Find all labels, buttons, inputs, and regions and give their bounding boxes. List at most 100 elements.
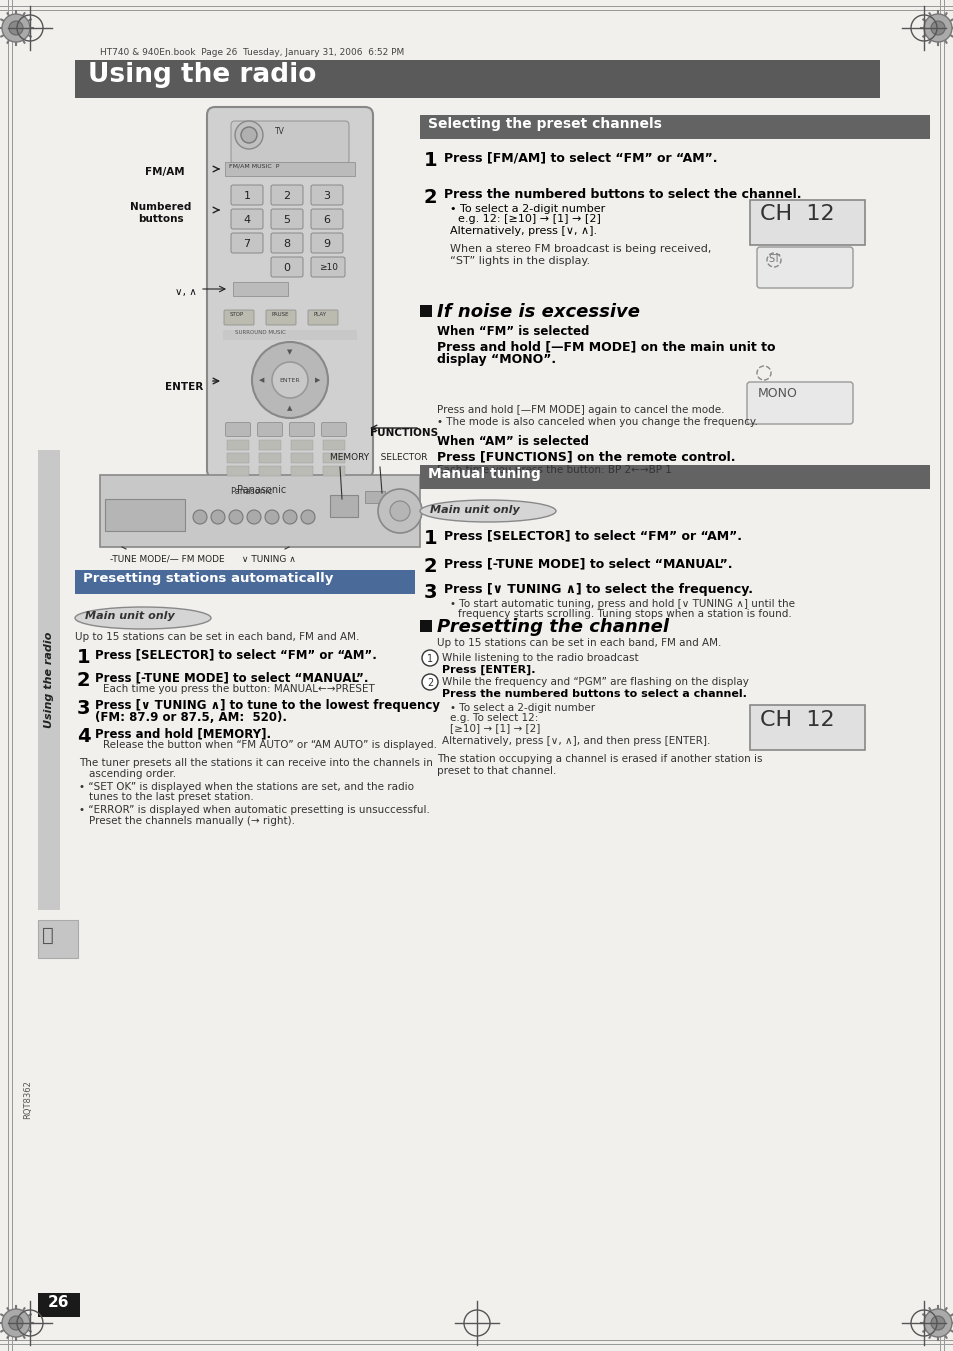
Bar	[749, 705, 864, 750]
Bar	[223, 330, 356, 340]
Text: FM/AM MUSIC  P: FM/AM MUSIC P	[229, 163, 279, 168]
Bar	[943, 0, 944, 1351]
Text: The station occupying a channel is erased if another station is: The station occupying a channel is erase…	[436, 754, 761, 765]
Bar	[233, 282, 288, 296]
Text: • The mode is also canceled when you change the frequency.: • The mode is also canceled when you cha…	[436, 417, 757, 427]
Text: SURROUND MUSIC: SURROUND MUSIC	[234, 330, 286, 335]
Text: CH  12: CH 12	[760, 204, 834, 224]
Circle shape	[283, 509, 296, 524]
Circle shape	[930, 1316, 944, 1329]
Text: • To select a 2-digit number: • To select a 2-digit number	[450, 703, 595, 713]
Bar	[323, 466, 345, 476]
FancyBboxPatch shape	[321, 423, 346, 436]
Text: Press [ENTER].: Press [ENTER].	[441, 665, 535, 676]
Bar	[939, 0, 940, 1351]
Text: PAUSE: PAUSE	[272, 312, 289, 317]
Text: Manual tuning: Manual tuning	[428, 467, 540, 481]
Text: Press [-TUNE MODE] to select “MANUAL”.: Press [-TUNE MODE] to select “MANUAL”.	[95, 671, 368, 684]
Text: 8: 8	[283, 239, 291, 249]
Text: 4: 4	[77, 727, 91, 746]
FancyBboxPatch shape	[311, 232, 343, 253]
Text: Press [FM/AM] to select “FM” or “AM”.: Press [FM/AM] to select “FM” or “AM”.	[443, 151, 717, 163]
Text: While the frequency and “PGM” are flashing on the display: While the frequency and “PGM” are flashi…	[441, 677, 748, 688]
Text: ▼: ▼	[287, 349, 293, 355]
Text: Press [∨ TUNING ∧] to tune to the lowest frequency: Press [∨ TUNING ∧] to tune to the lowest…	[95, 698, 439, 712]
Text: • To start automatic tuning, press and hold [∨ TUNING ∧] until the: • To start automatic tuning, press and h…	[450, 598, 794, 609]
Text: Press [∨ TUNING ∧] to select the frequency.: Press [∨ TUNING ∧] to select the frequen…	[443, 584, 752, 596]
Bar	[258, 453, 281, 463]
Text: Press and hold [—FM MODE] again to cancel the mode.: Press and hold [—FM MODE] again to cance…	[436, 405, 723, 415]
Text: buttons: buttons	[138, 213, 183, 224]
Text: Press the numbered buttons to select the channel.: Press the numbered buttons to select the…	[443, 188, 801, 201]
Text: CH  12: CH 12	[760, 711, 834, 730]
Circle shape	[2, 14, 30, 42]
Text: (FM: 87.9 or 87.5, AM:  520).: (FM: 87.9 or 87.5, AM: 520).	[95, 711, 287, 724]
Text: ◀: ◀	[259, 377, 264, 382]
Text: 7: 7	[243, 239, 251, 249]
Bar	[330, 494, 357, 517]
Circle shape	[234, 122, 263, 149]
Text: When “AM” is selected: When “AM” is selected	[436, 435, 588, 449]
Circle shape	[9, 1316, 23, 1329]
Bar	[419, 465, 929, 489]
Ellipse shape	[419, 500, 556, 521]
Text: 1: 1	[77, 648, 91, 667]
Text: 2: 2	[77, 671, 91, 690]
FancyBboxPatch shape	[231, 232, 263, 253]
Text: 1: 1	[423, 151, 437, 170]
Text: ∨, ∧: ∨, ∧	[174, 286, 196, 297]
Text: Panasonic: Panasonic	[230, 486, 272, 496]
Bar	[38, 920, 78, 958]
Text: frequency starts scrolling. Tuning stops when a station is found.: frequency starts scrolling. Tuning stops…	[457, 609, 791, 619]
Text: e.g. 12: [≥10] → [1] → [2]: e.g. 12: [≥10] → [1] → [2]	[457, 213, 600, 224]
Text: 2: 2	[426, 678, 433, 688]
Text: 0: 0	[283, 263, 291, 273]
Text: Press and hold [MEMORY].: Press and hold [MEMORY].	[95, 727, 271, 740]
FancyBboxPatch shape	[271, 209, 303, 230]
FancyBboxPatch shape	[308, 309, 337, 326]
Bar	[365, 490, 385, 503]
FancyBboxPatch shape	[231, 122, 349, 163]
Bar	[323, 453, 345, 463]
Text: Each time you press the button: BP 2←→BP 1: Each time you press the button: BP 2←→BP…	[436, 465, 671, 476]
Circle shape	[9, 22, 23, 35]
Circle shape	[241, 127, 256, 143]
Circle shape	[377, 489, 421, 534]
Text: When “FM” is selected: When “FM” is selected	[436, 326, 589, 338]
FancyBboxPatch shape	[207, 107, 373, 478]
Circle shape	[421, 650, 437, 666]
Bar	[38, 1293, 80, 1317]
Circle shape	[390, 501, 410, 521]
Bar	[419, 305, 432, 317]
Text: Using the radio: Using the radio	[44, 632, 54, 728]
Text: Each time you press the button: MANUAL←→PRESET: Each time you press the button: MANUAL←→…	[103, 684, 375, 694]
FancyBboxPatch shape	[224, 309, 253, 326]
Text: 5: 5	[283, 215, 291, 226]
Circle shape	[2, 1309, 30, 1337]
Text: FUNCTIONS: FUNCTIONS	[370, 428, 437, 438]
Text: PLAY: PLAY	[314, 312, 327, 317]
Text: Preset the channels manually (→ right).: Preset the channels manually (→ right).	[89, 816, 294, 825]
Text: • To select a 2-digit number: • To select a 2-digit number	[450, 204, 604, 213]
FancyBboxPatch shape	[225, 423, 251, 436]
Text: MEMORY    SELECTOR: MEMORY SELECTOR	[330, 453, 427, 462]
Text: 1: 1	[427, 654, 433, 663]
Text: ENTER: ENTER	[165, 382, 203, 392]
Text: If noise is excessive: If noise is excessive	[436, 303, 639, 322]
Circle shape	[923, 1309, 951, 1337]
Text: tunes to the last preset station.: tunes to the last preset station.	[89, 792, 253, 802]
Text: 6: 6	[323, 215, 330, 226]
Text: FM/AM: FM/AM	[145, 168, 185, 177]
Bar	[227, 440, 249, 450]
Text: 9: 9	[323, 239, 331, 249]
Text: [≥10] → [1] → [2]: [≥10] → [1] → [2]	[450, 723, 539, 734]
Text: Alternatively, press [∨, ∧], and then press [ENTER].: Alternatively, press [∨, ∧], and then pr…	[441, 736, 710, 746]
Circle shape	[930, 22, 944, 35]
Text: 3: 3	[323, 190, 330, 201]
FancyBboxPatch shape	[757, 247, 852, 288]
FancyBboxPatch shape	[311, 257, 345, 277]
Bar	[227, 453, 249, 463]
Bar	[291, 453, 313, 463]
Text: Press [-TUNE MODE] to select “MANUAL”.: Press [-TUNE MODE] to select “MANUAL”.	[443, 557, 732, 570]
Bar	[100, 476, 419, 547]
